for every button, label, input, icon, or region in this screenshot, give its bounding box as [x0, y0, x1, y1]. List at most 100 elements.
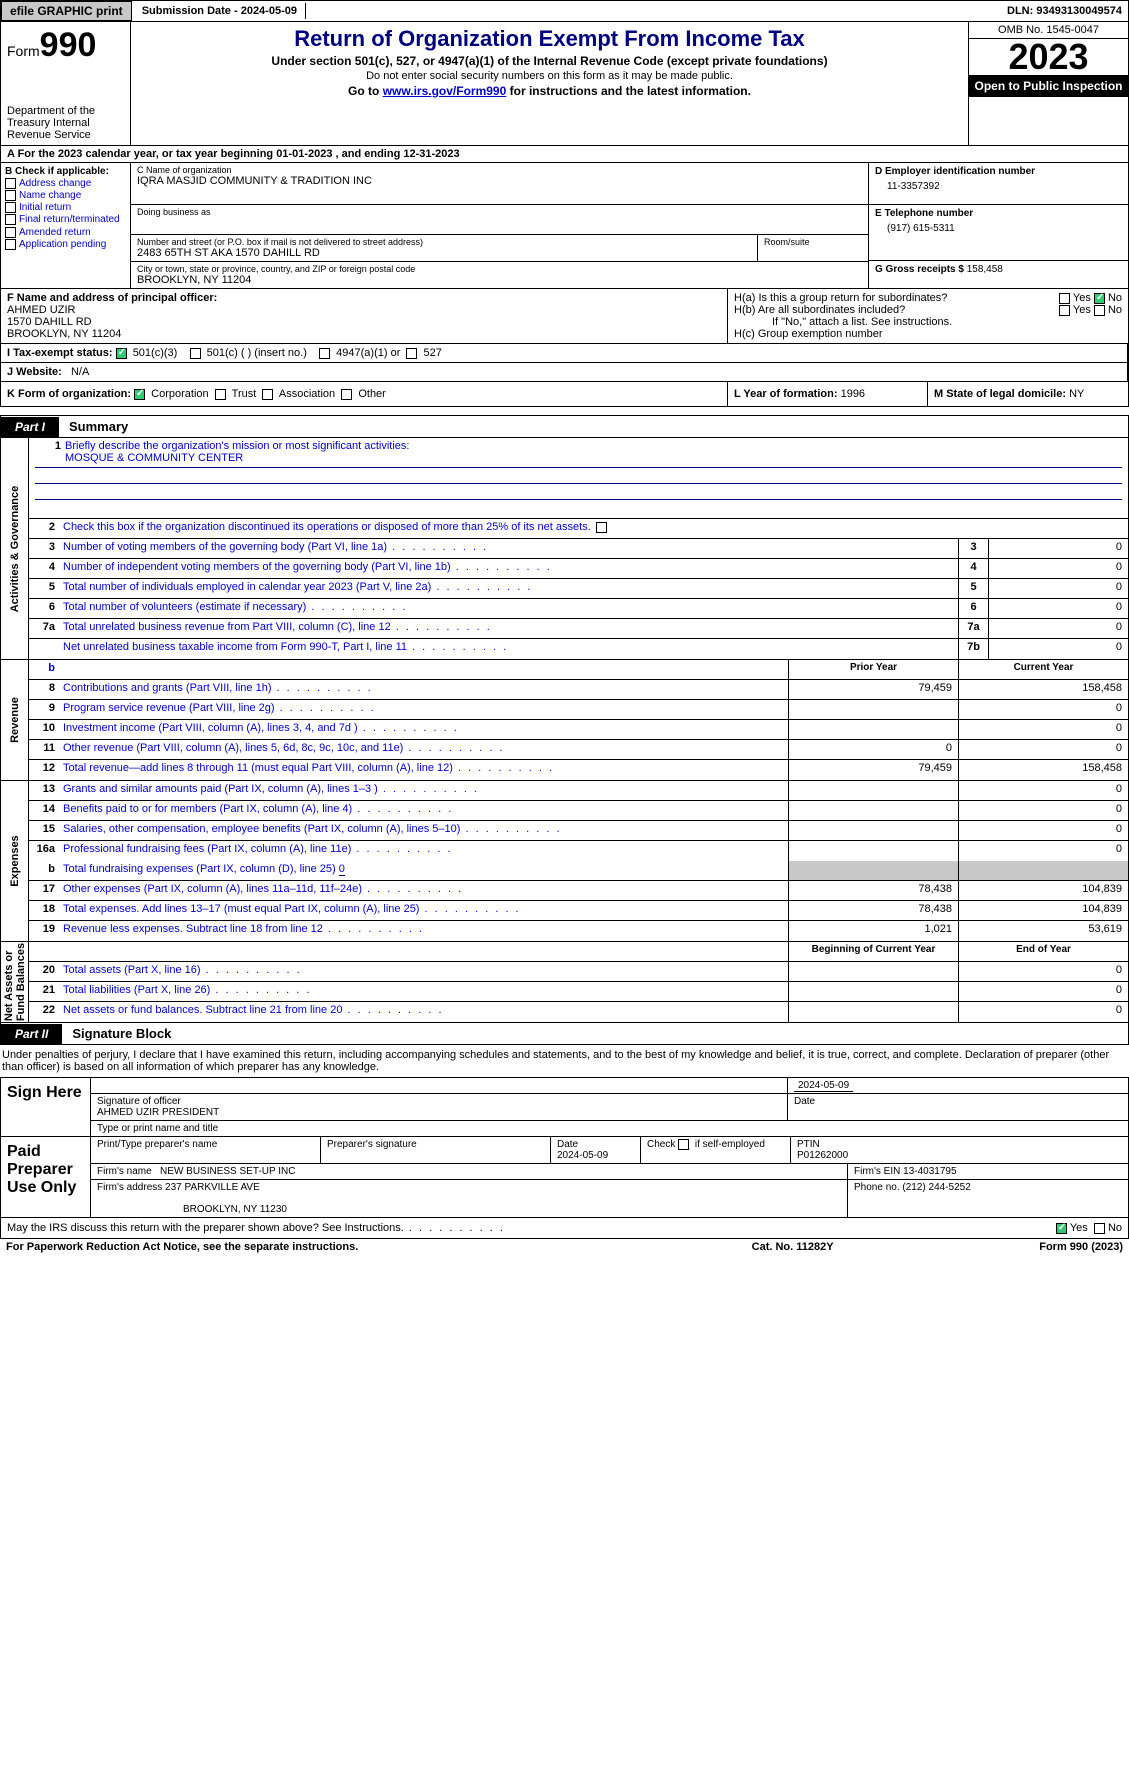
col-f: F Name and address of principal officer:… [1, 289, 728, 343]
part2-tab: Part II [1, 1024, 62, 1044]
part2-title: Signature Block [62, 1023, 181, 1044]
discuss-row: May the IRS discuss this return with the… [0, 1218, 1129, 1239]
na-header: Beginning of Current Year End of Year [29, 942, 1128, 962]
part1-title: Summary [59, 416, 138, 437]
chk-address-change[interactable]: Address change [5, 178, 126, 189]
row-f-h: F Name and address of principal officer:… [0, 289, 1129, 344]
exp-row-14: 14Benefits paid to or for members (Part … [29, 801, 1128, 821]
row-2: 2Check this box if the organization disc… [29, 519, 1128, 539]
officer-addr1: 1570 DAHILL RD [7, 316, 721, 328]
chk-final-return[interactable]: Final return/terminated [5, 214, 126, 225]
officer-addr2: BROOKLYN, NY 11204 [7, 328, 721, 340]
block-b-c-d: B Check if applicable: Address change Na… [0, 162, 1129, 289]
addr: 2483 65TH ST AKA 1570 DAHILL RD [137, 247, 751, 259]
paperwork-notice: For Paperwork Reduction Act Notice, see … [6, 1241, 546, 1253]
dept-treasury: Department of the Treasury Internal Reve… [7, 105, 124, 141]
gov-row-4: 4Number of independent voting members of… [29, 559, 1128, 579]
sig-officer-row: Signature of officerAHMED UZIR PRESIDENT… [91, 1094, 1128, 1121]
city-label: City or town, state or province, country… [137, 264, 862, 274]
activities-governance: Activities & Governance 1Briefly describ… [0, 438, 1129, 660]
current-year-hdr: Current Year [958, 660, 1128, 679]
form-of-org: K Form of organization: Corporation Trus… [1, 382, 728, 406]
room-label: Room/suite [764, 237, 862, 247]
prior-year-hdr: Prior Year [788, 660, 958, 679]
part1-header: Part I Summary [0, 415, 1129, 438]
topbar: efile GRAPHIC print Submission Date - 20… [0, 0, 1129, 22]
vlabel-netassets: Net Assets orFund Balances [1, 942, 29, 1022]
tax-period: A For the 2023 calendar year, or tax yea… [0, 145, 1129, 162]
end-year-hdr: End of Year [958, 942, 1128, 961]
gross-label: G Gross receipts $ [875, 264, 964, 275]
col-b: B Check if applicable: Address change Na… [1, 163, 131, 288]
form-instructions-link: Go to www.irs.gov/Form990 for instructio… [139, 84, 960, 98]
na-row-22: 22Net assets or fund balances. Subtract … [29, 1002, 1128, 1022]
submission-date: Submission Date - 2024-05-09 [134, 3, 306, 19]
mission-line3 [35, 484, 1122, 500]
rev-row-8: 8Contributions and grants (Part VIII, li… [29, 680, 1128, 700]
prep-row2: Firm's name NEW BUSINESS SET-UP INC Firm… [91, 1164, 1128, 1180]
year-formation: L Year of formation: 1996 [728, 382, 928, 406]
part1-tab: Part I [1, 417, 59, 437]
vlabel-expenses: Expenses [1, 781, 29, 941]
open-public: Open to Public Inspection [969, 75, 1128, 97]
prep-row1: Print/Type preparer's name Preparer's si… [91, 1137, 1128, 1164]
form-number: Form990 [7, 26, 124, 65]
chk-app-pending[interactable]: Application pending [5, 239, 126, 250]
chk-amended[interactable]: Amended return [5, 227, 126, 238]
exp-row-15: 15Salaries, other compensation, employee… [29, 821, 1128, 841]
paid-preparer-label: Paid Preparer Use Only [1, 1137, 91, 1217]
footer: For Paperwork Reduction Act Notice, see … [0, 1239, 1129, 1255]
exp-row-18: 18Total expenses. Add lines 13–17 (must … [29, 901, 1128, 921]
vlabel-revenue: Revenue [1, 660, 29, 780]
state-domicile: M State of legal domicile: NY [928, 382, 1128, 406]
exp-b: b Total fundraising expenses (Part IX, c… [29, 861, 1128, 881]
col-h: H(a) Is this a group return for subordin… [728, 289, 1128, 343]
tax-exempt-status: I Tax-exempt status: 501(c)(3) 501(c) ( … [1, 344, 1128, 362]
rev-header: b Prior Year Current Year [29, 660, 1128, 680]
begin-year-hdr: Beginning of Current Year [788, 942, 958, 961]
na-row-20: 20Total assets (Part X, line 16) 0 [29, 962, 1128, 982]
na-row-21: 21Total liabilities (Part X, line 26) 0 [29, 982, 1128, 1002]
b-header: B Check if applicable: [5, 166, 126, 177]
org-name: IQRA MASJID COMMUNITY & TRADITION INC [137, 175, 862, 187]
rev-row-10: 10Investment income (Part VIII, column (… [29, 720, 1128, 740]
chk-initial-return[interactable]: Initial return [5, 202, 126, 213]
irs-link[interactable]: www.irs.gov/Form990 [383, 84, 507, 98]
vlabel-governance: Activities & Governance [1, 438, 29, 659]
addr-label: Number and street (or P.O. box if mail i… [137, 237, 751, 247]
mission-line2 [35, 468, 1122, 484]
gov-row-7b: Net unrelated business taxable income fr… [29, 639, 1128, 659]
sig-intro: Under penalties of perjury, I declare th… [0, 1045, 1129, 1078]
form-subtitle-1: Under section 501(c), 527, or 4947(a)(1)… [139, 54, 960, 68]
sig-date-row: 2024-05-09 [91, 1078, 1128, 1094]
gov-row-7a: 7aTotal unrelated business revenue from … [29, 619, 1128, 639]
prep-row3: Firm's address 237 PARKVILLE AVEBROOKLYN… [91, 1180, 1128, 1217]
h-a: H(a) Is this a group return for subordin… [734, 292, 1122, 304]
rev-row-12: 12Total revenue—add lines 8 through 11 (… [29, 760, 1128, 780]
form-subtitle-2: Do not enter social security numbers on … [139, 70, 960, 82]
ein-label: D Employer identification number [875, 166, 1122, 177]
dba-label: Doing business as [137, 207, 862, 217]
tax-year: 2023 [969, 39, 1128, 75]
cat-no: Cat. No. 11282Y [546, 1241, 1039, 1253]
efile-print-button[interactable]: efile GRAPHIC print [1, 1, 132, 21]
city: BROOKLYN, NY 11204 [137, 274, 862, 286]
gov-row-5: 5Total number of individuals employed in… [29, 579, 1128, 599]
sign-here-label: Sign Here [1, 1078, 91, 1136]
chk-name-change[interactable]: Name change [5, 190, 126, 201]
gov-row-6: 6Total number of volunteers (estimate if… [29, 599, 1128, 619]
rev-row-9: 9Program service revenue (Part VIII, lin… [29, 700, 1128, 720]
sig-type-row: Type or print name and title [91, 1121, 1128, 1136]
dln: DLN: 93493130049574 [1001, 3, 1128, 19]
part2-header: Part II Signature Block [0, 1023, 1129, 1045]
exp-row-16a: 16aProfessional fundraising fees (Part I… [29, 841, 1128, 861]
row-i: I Tax-exempt status: 501(c)(3) 501(c) ( … [0, 344, 1129, 363]
officer-name: AHMED UZIR [7, 304, 721, 316]
org-name-label: C Name of organization [137, 165, 862, 175]
form-ref: Form 990 (2023) [1039, 1241, 1123, 1253]
ein: 11-3357392 [875, 177, 1122, 192]
exp-row-13: 13Grants and similar amounts paid (Part … [29, 781, 1128, 801]
website: J Website: N/A [1, 363, 1128, 381]
paid-preparer-block: Paid Preparer Use Only Print/Type prepar… [0, 1137, 1129, 1218]
mission-val: MOSQUE & COMMUNITY CENTER [35, 452, 1122, 468]
